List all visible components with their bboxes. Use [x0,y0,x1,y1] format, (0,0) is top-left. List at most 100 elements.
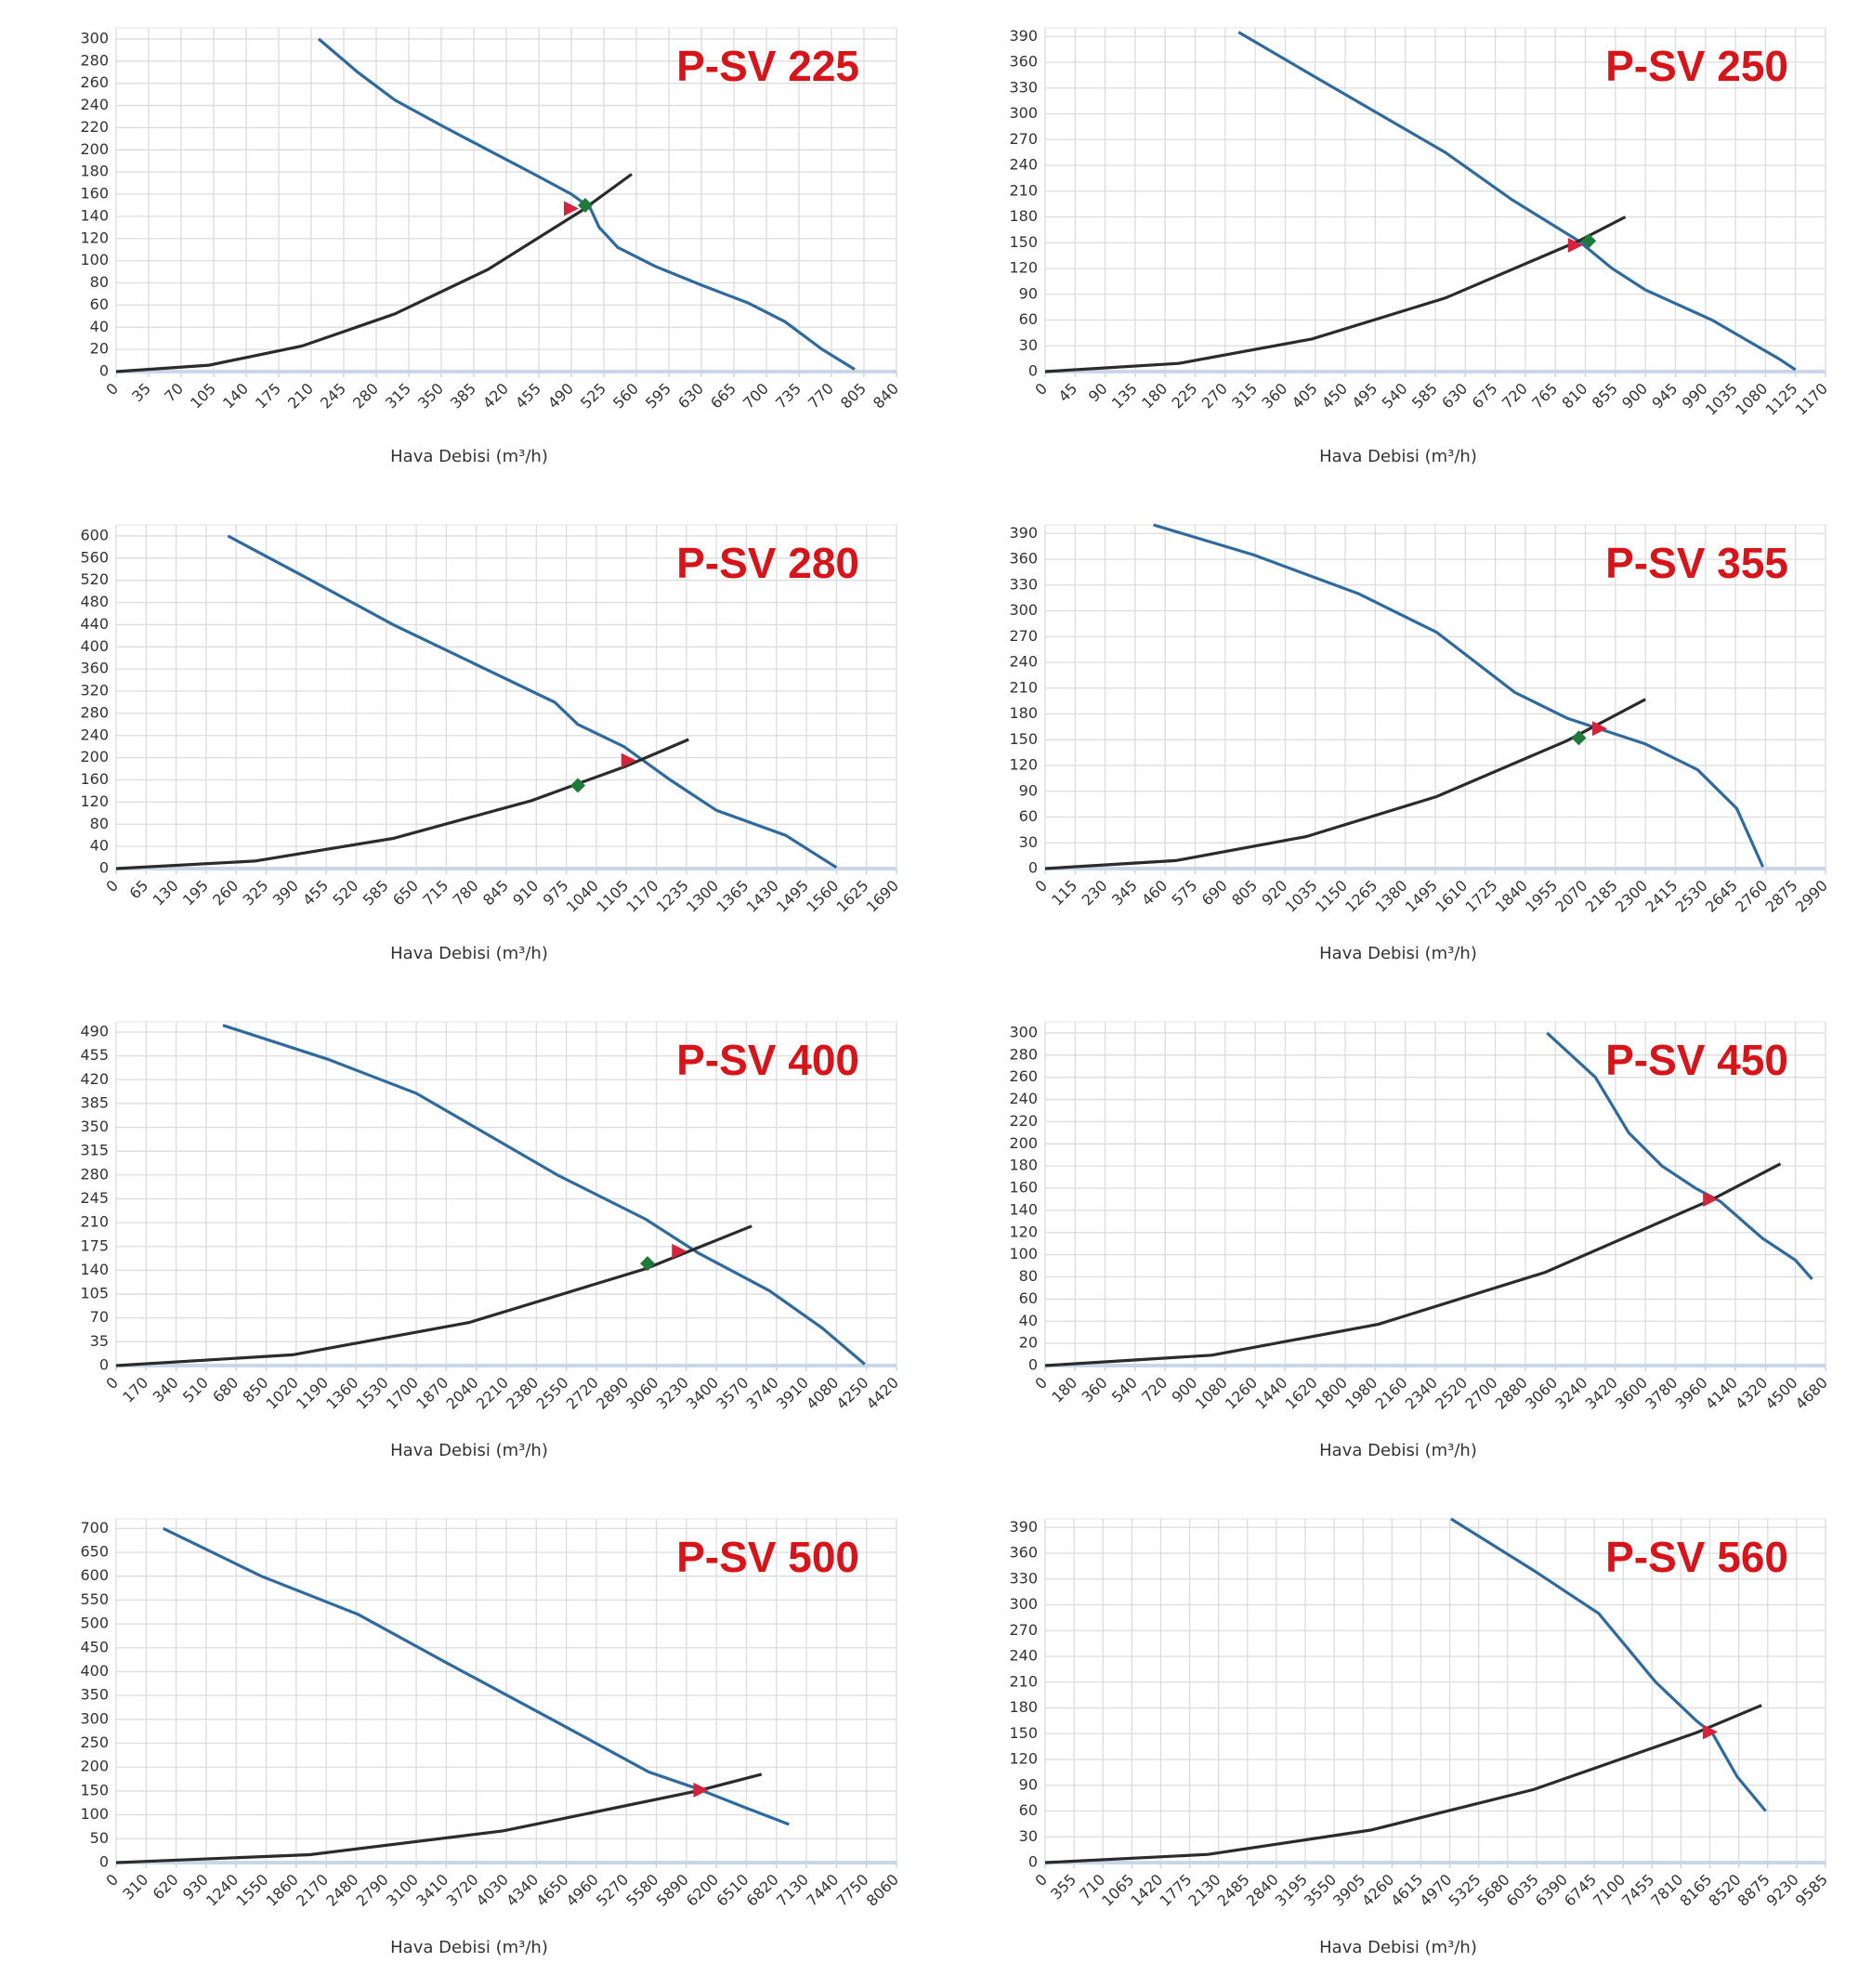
y-tick-label: 160 [80,770,109,788]
x-tick-label: 35 [128,380,154,406]
x-tick-label: 405 [1289,380,1321,412]
x-tick-label: 2485 [1214,1871,1253,1910]
point-marker [693,1782,709,1798]
x-tick-label: 3960 [1672,1374,1711,1413]
x-tick-label: 680 [209,1374,242,1406]
x-tick-label: 4080 [803,1374,842,1413]
x-tick-label: 115 [1048,877,1080,909]
y-tick-label: 455 [80,1046,109,1064]
x-tick-label: 230 [1079,877,1111,909]
chart-panel: 0204060801001201401601802002202402602803… [80,27,902,466]
chart-panel: 0306090120150180210240270300330360390011… [1009,523,1831,963]
curve-line [115,1772,763,1864]
x-tick-label: 1955 [1522,877,1561,916]
y-tick-label: 360 [1009,1544,1038,1562]
x-tick-label: 1170 [622,877,661,916]
x-tick-label: 3600 [1612,1374,1651,1413]
x-tick-label: 1040 [563,877,602,916]
x-tick-label: 690 [1198,877,1231,909]
x-tick-label: 9230 [1763,1871,1802,1910]
x-tick-label: 1150 [1312,877,1351,916]
point-marker [672,1243,687,1259]
point-marker [621,752,636,768]
y-tick-label: 245 [80,1189,109,1207]
curve-line [115,1224,752,1367]
y-tick-label: 60 [1019,1801,1038,1819]
y-tick-label: 140 [1009,1200,1038,1218]
y-tick-label: 270 [1009,130,1038,148]
x-tick-label: 810 [1559,380,1591,412]
x-tick-label: 2185 [1582,877,1621,916]
y-tick-label: 385 [80,1093,109,1111]
y-tick-label: 390 [1009,1518,1038,1536]
y-tick-label: 280 [80,703,109,721]
x-tick-label: 4260 [1358,1871,1397,1910]
x-tick-label: 6200 [683,1871,722,1910]
x-tick-label: 140 [219,380,252,412]
y-tick-label: 450 [80,1638,109,1655]
y-tick-label: 300 [80,29,109,46]
curve-line [227,534,838,870]
x-tick-label: 180 [1048,1374,1080,1406]
x-tick-label: 2480 [322,1871,361,1910]
x-tick-label: 1620 [1282,1374,1321,1413]
x-tick-label: 780 [450,877,482,909]
x-tick-label: 6510 [713,1871,752,1910]
y-tick-label: 200 [80,140,109,158]
x-tick-label: 765 [1528,380,1561,412]
y-tick-label: 140 [80,206,109,224]
y-tick-label: 60 [1019,1289,1038,1307]
y-tick-label: 350 [80,1686,109,1704]
x-tick-label: 385 [447,380,479,412]
x-tick-label: 3780 [1642,1374,1681,1413]
point-marker [564,201,579,216]
point-marker [1567,238,1583,254]
x-tick-label: 460 [1138,877,1171,909]
y-tick-label: 550 [80,1590,109,1608]
y-tick-label: 280 [80,1165,109,1183]
x-tick-label: 490 [544,380,577,412]
y-tick-label: 270 [1009,1621,1038,1639]
y-tick-label: 260 [1009,1067,1038,1085]
x-tick-label: 1430 [743,877,782,916]
x-tick-label: 6820 [743,1871,782,1910]
curve-line [1546,1031,1813,1280]
chart-title: P-SV 225 [676,42,859,90]
y-tick-label: 120 [80,229,109,246]
x-tick-label: 3740 [743,1374,782,1413]
y-tick-label: 80 [90,273,109,291]
y-tick-label: 150 [1009,1724,1038,1742]
x-tick-label: 2890 [593,1374,632,1413]
x-tick-label: 2210 [473,1374,512,1413]
x-tick-label: 0 [102,380,122,399]
y-tick-label: 300 [1009,1023,1038,1040]
y-tick-label: 330 [1009,1569,1038,1587]
y-tick-label: 0 [99,1853,109,1871]
x-tick-label: 5890 [653,1871,692,1910]
x-tick-label: 1800 [1312,1374,1351,1413]
chart-title: P-SV 280 [676,539,859,587]
curve-line [1044,1162,1782,1367]
y-tick-label: 320 [80,682,109,700]
y-tick-label: 520 [80,570,109,588]
x-tick-label: 7130 [773,1871,812,1910]
x-axis-label: Hava Debisi (m³/h) [1319,447,1477,466]
y-tick-label: 120 [1009,1750,1038,1768]
x-tick-label: 7455 [1618,1871,1657,1910]
x-tick-label: 0 [1031,877,1051,896]
x-tick-label: 2300 [1612,877,1651,916]
x-tick-label: 1080 [1192,1374,1231,1413]
y-tick-label: 240 [1009,653,1038,671]
x-tick-label: 3570 [713,1374,752,1413]
y-tick-label: 150 [80,1781,109,1798]
y-tick-label: 300 [1009,601,1038,619]
x-tick-label: 4615 [1387,1871,1426,1910]
point-marker [570,778,586,793]
y-tick-label: 280 [1009,1045,1038,1063]
x-tick-label: 260 [209,877,242,909]
x-tick-label: 2530 [1672,877,1711,916]
x-tick-label: 8165 [1676,1871,1715,1910]
x-tick-label: 520 [329,877,361,909]
